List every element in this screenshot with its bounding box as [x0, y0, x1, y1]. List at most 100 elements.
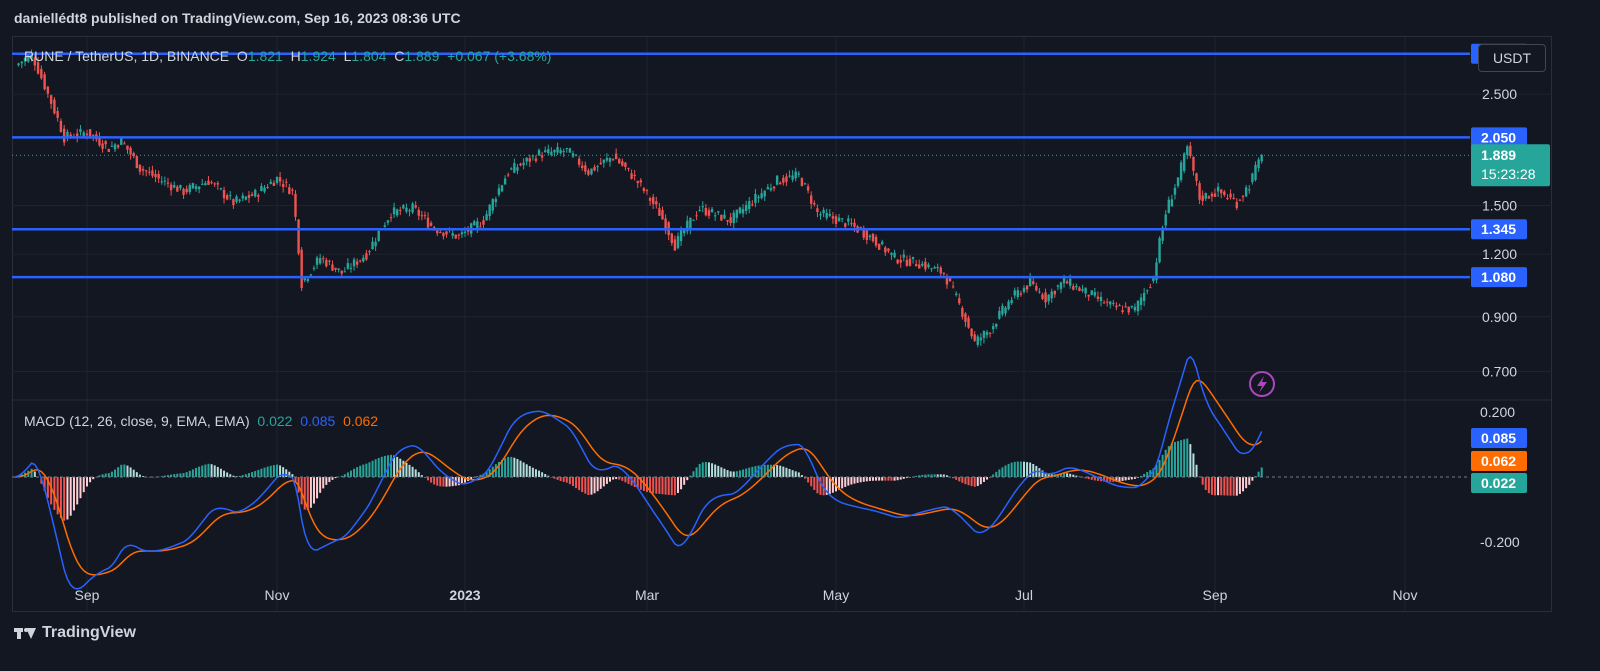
macd-hist-bar: [853, 476, 856, 484]
macd-hist-bar: [170, 474, 173, 477]
candle: [201, 179, 204, 185]
candle: [1105, 298, 1109, 307]
currency-button[interactable]: USDT: [1478, 44, 1546, 72]
candle-body: [306, 278, 310, 282]
candle-body: [936, 266, 939, 269]
candle-body: [257, 195, 260, 197]
candle-body: [1056, 285, 1060, 287]
macd-hist-bar: [881, 476, 884, 481]
candle-body: [871, 233, 875, 242]
macd-hist-value: 0.022: [257, 413, 293, 429]
candle-body: [349, 267, 353, 269]
candle-body: [23, 57, 27, 62]
candle: [785, 173, 788, 187]
candle: [951, 281, 955, 289]
candle-body: [1121, 310, 1124, 313]
candle-body: [328, 260, 331, 262]
macd-hist-bar: [423, 476, 426, 478]
macd-hist-bar: [769, 464, 772, 477]
macd-hist-bar: [223, 470, 226, 477]
candle: [726, 219, 729, 226]
candle-body: [442, 232, 445, 237]
candle: [676, 232, 680, 250]
macd-hist-bar: [129, 467, 132, 477]
candle-body: [522, 162, 525, 166]
candle-body: [1235, 201, 1239, 209]
candle: [695, 211, 698, 221]
macd-hist-bar: [986, 476, 989, 480]
candle: [503, 175, 507, 185]
macd-hist-bar: [794, 471, 797, 477]
candle: [658, 202, 661, 216]
macd-hist-bar: [516, 459, 519, 477]
candle-body: [288, 187, 291, 195]
tradingview-logo[interactable]: TradingView: [14, 624, 136, 642]
candle: [17, 62, 20, 67]
candle-body: [291, 189, 294, 191]
candle-body: [930, 268, 933, 270]
candle-body: [695, 215, 698, 217]
macd-hist-bar: [82, 476, 85, 493]
macd-hist-bar: [810, 476, 813, 487]
candle: [525, 157, 528, 166]
candle-body: [676, 236, 680, 249]
macd-hist-bar: [655, 476, 658, 494]
macd-hist-bar: [497, 461, 500, 477]
candle-body: [658, 208, 661, 216]
candle-body: [1133, 306, 1137, 311]
candle: [918, 259, 921, 269]
candle: [30, 49, 33, 62]
candle: [263, 184, 266, 194]
candle: [303, 277, 306, 283]
macd-hist-bar: [198, 466, 201, 477]
candle-body: [1118, 305, 1121, 307]
macd-line-value: 0.085: [300, 413, 336, 429]
candle-body: [921, 263, 924, 266]
price-tick-label: 1.200: [1482, 246, 1517, 262]
candle: [1025, 284, 1029, 293]
macd-hist-bar: [707, 462, 710, 477]
macd-hist-bar: [59, 476, 62, 518]
candle-body: [670, 233, 673, 244]
candle-body: [151, 170, 154, 176]
candle: [896, 258, 899, 265]
macd-hist-bar: [79, 476, 82, 499]
macd-hist-bar: [427, 476, 430, 481]
candle-body: [188, 185, 191, 193]
macd-hist-bar: [575, 476, 578, 489]
candle: [1189, 141, 1192, 159]
macd-hist-bar: [470, 476, 473, 480]
candle: [1007, 299, 1010, 311]
candle-body: [853, 222, 856, 227]
macd-hist-bar: [621, 476, 624, 481]
candle: [939, 265, 942, 278]
macd-hist-bar: [723, 468, 726, 477]
candle: [874, 234, 878, 248]
candle: [921, 261, 924, 268]
candle: [540, 151, 544, 162]
candle-body: [553, 149, 556, 153]
candle-body: [577, 158, 581, 165]
macd-hist-bar: [138, 474, 141, 477]
candle-body: [213, 183, 216, 185]
macd-hist-bar: [1038, 468, 1041, 477]
macd-hist-bar: [66, 476, 69, 520]
candle: [642, 186, 646, 194]
candle-body: [1204, 193, 1207, 199]
candle: [1254, 161, 1257, 182]
macd-hist-bar: [185, 472, 188, 477]
macd-hist-bar: [979, 476, 982, 485]
macd-hist-bar: [340, 475, 343, 477]
candle-body: [312, 267, 316, 269]
candle: [710, 206, 714, 213]
candle-body: [225, 195, 229, 200]
level-price-label: 2.050: [1481, 129, 1516, 145]
candle-body: [939, 267, 942, 274]
macd-hist-bar: [72, 476, 75, 511]
macd-hist-bar: [766, 464, 769, 477]
macd-hist-bar: [661, 476, 664, 495]
macd-hist-bar: [1136, 476, 1139, 478]
candle-body: [126, 145, 129, 150]
candle: [865, 229, 869, 245]
